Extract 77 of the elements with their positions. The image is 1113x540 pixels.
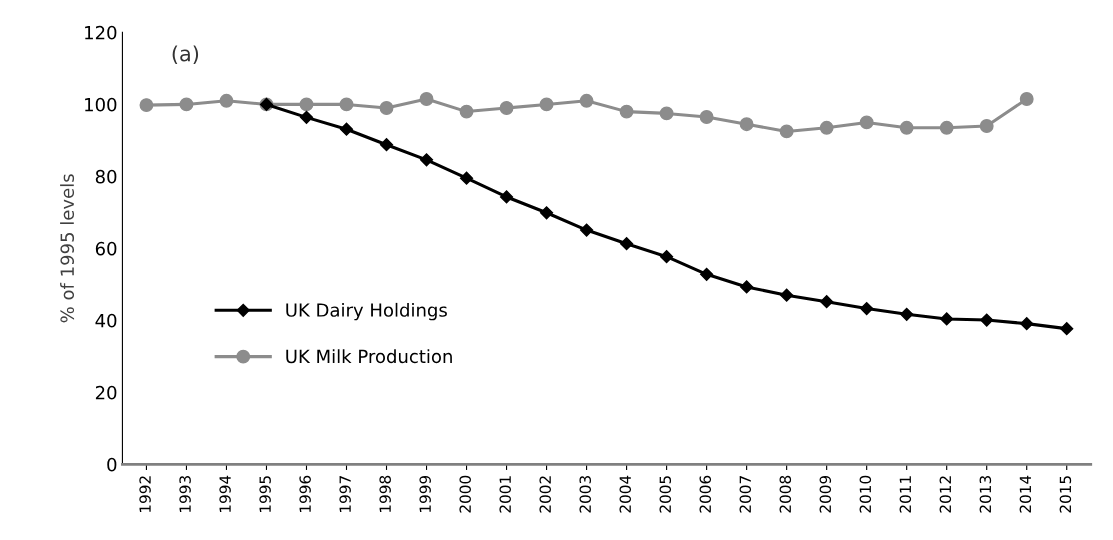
point bbox=[779, 124, 794, 139]
y-axis-title: % of 1995 levels bbox=[60, 174, 75, 323]
x-tick-label: 2001 bbox=[499, 476, 511, 513]
point bbox=[499, 101, 514, 115]
point bbox=[620, 237, 634, 251]
point bbox=[579, 93, 594, 108]
x-tick-label: 2013 bbox=[979, 476, 992, 513]
point bbox=[619, 104, 634, 119]
x-tick-label: 2007 bbox=[739, 476, 752, 513]
point bbox=[419, 92, 434, 106]
point bbox=[900, 307, 914, 321]
x-tick-label: 1996 bbox=[299, 475, 311, 513]
point bbox=[1019, 92, 1034, 106]
point bbox=[499, 190, 514, 204]
point bbox=[740, 280, 754, 294]
point bbox=[699, 110, 714, 124]
point bbox=[539, 206, 554, 220]
point bbox=[939, 120, 954, 135]
point bbox=[899, 120, 914, 135]
x-tick-label: 2009 bbox=[819, 475, 832, 513]
legend-label: UK Dairy Holdings bbox=[286, 302, 447, 321]
x-tick-label: 2000 bbox=[459, 475, 471, 513]
point bbox=[819, 120, 834, 135]
point bbox=[1060, 322, 1074, 336]
y-tick-label: 20 bbox=[95, 385, 117, 400]
x-tick-label: 1995 bbox=[259, 476, 271, 513]
x-tick-label: 2005 bbox=[659, 476, 672, 513]
x-tick-label: 1998 bbox=[379, 475, 391, 513]
y-tick-label: 40 bbox=[95, 313, 117, 328]
x-tick-label: 1997 bbox=[339, 476, 351, 513]
x-tick-label: 1994 bbox=[219, 475, 231, 513]
y-tick-label: 80 bbox=[95, 169, 117, 184]
y-tick-label: 120 bbox=[85, 25, 117, 40]
point bbox=[859, 115, 874, 130]
point bbox=[979, 119, 994, 133]
x-tick-label: 2003 bbox=[579, 476, 592, 513]
x-tick-label: 1993 bbox=[179, 476, 191, 513]
x-tick-label: 2004 bbox=[619, 475, 632, 513]
point bbox=[419, 153, 434, 167]
point bbox=[459, 171, 474, 185]
point bbox=[339, 97, 354, 112]
point bbox=[860, 301, 874, 316]
point bbox=[299, 110, 314, 124]
point bbox=[980, 313, 994, 327]
x-tick-label: 2014 bbox=[1019, 475, 1032, 513]
point bbox=[700, 267, 714, 281]
legend-label: UK Milk Production bbox=[286, 349, 452, 364]
x-tick-label: 2002 bbox=[539, 476, 551, 513]
point bbox=[139, 98, 154, 113]
x-tick-label: 2006 bbox=[699, 475, 712, 513]
point bbox=[780, 288, 794, 302]
x-tick-label: 2011 bbox=[899, 476, 912, 513]
annotation: (a) bbox=[172, 45, 199, 64]
point bbox=[459, 104, 474, 119]
x-tick-label: 2012 bbox=[939, 476, 952, 513]
y-tick-label: 100 bbox=[85, 97, 117, 112]
point bbox=[299, 97, 314, 112]
point bbox=[660, 250, 674, 264]
point bbox=[659, 106, 674, 121]
point bbox=[1020, 317, 1034, 331]
x-tick-label: 2010 bbox=[859, 475, 872, 513]
point bbox=[379, 101, 394, 115]
point bbox=[219, 93, 234, 108]
point bbox=[940, 312, 954, 326]
point bbox=[739, 117, 754, 132]
point bbox=[379, 138, 394, 152]
x-tick-label: 1992 bbox=[139, 476, 151, 513]
point bbox=[539, 97, 554, 112]
x-tick-label: 2015 bbox=[1059, 476, 1072, 513]
x-tick-label: 1999 bbox=[419, 475, 431, 513]
point bbox=[339, 122, 354, 136]
point bbox=[820, 295, 834, 309]
point bbox=[579, 223, 594, 237]
y-tick-label: 0 bbox=[107, 457, 117, 472]
point bbox=[179, 97, 194, 112]
y-tick-label: 60 bbox=[95, 241, 117, 256]
x-tick-label: 2008 bbox=[779, 475, 792, 513]
